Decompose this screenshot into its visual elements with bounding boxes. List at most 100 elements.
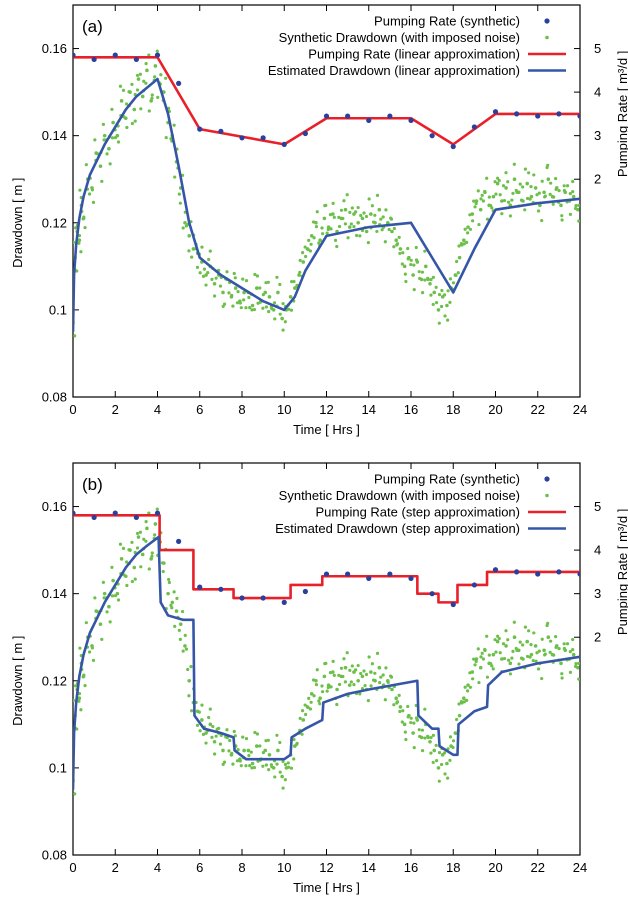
panel-b-drawdown-noise-point: [562, 642, 566, 646]
panel-b-drawdown-noise-point: [118, 542, 123, 546]
panel-b-drawdown-point: [166, 591, 170, 596]
panel-a-drawdown-noise-point: [213, 294, 217, 298]
panel-b-legend-label: Pumping Rate (step approximation): [316, 505, 521, 520]
panel-a-drawdown-noise-point: [281, 301, 285, 306]
panel-a-drawdown-noise-point: [381, 215, 385, 219]
panel-b-x-tick-label: 20: [488, 860, 502, 875]
panel-b-drawdown-noise-point: [465, 689, 470, 693]
panel-b-drawdown-noise-point: [362, 669, 366, 673]
panel-b-drawdown-noise-point: [228, 738, 232, 743]
panel-b-drawdown-noise-point: [439, 762, 444, 767]
panel-b-drawdown-noise-point: [508, 672, 513, 676]
panel-b-drawdown-noise-point: [261, 764, 265, 768]
panel-a-drawdown-point: [204, 273, 208, 277]
panel-a-x-tick-label: 0: [69, 402, 76, 417]
panel-b-drawdown-point: [402, 722, 407, 727]
panel-b-drawdown-noise-point: [135, 546, 140, 550]
panel-a-drawdown-point: [546, 177, 551, 182]
panel-a-series-line-2: [73, 77, 580, 332]
panel-b-drawdown-noise-point: [127, 548, 131, 552]
panel-a-drawdown-noise-point: [501, 184, 506, 188]
panel-b-drawdown-noise-point: [476, 647, 480, 651]
panel-a-drawdown-noise-point: [465, 240, 469, 244]
panel-b-drawdown-noise-point: [264, 763, 268, 767]
panel-a-drawdown-noise-point: [339, 208, 344, 212]
panel-b-drawdown-noise-point: [84, 621, 88, 625]
panel-a-drawdown-noise-point: [406, 257, 410, 261]
panel-a-drawdown-noise-point: [506, 180, 510, 184]
panel-a-drawdown-noise-point: [253, 272, 257, 277]
panel-a-drawdown-noise-point: [101, 122, 105, 126]
panel-b-x-tick-label: 22: [531, 860, 545, 875]
panel-a-drawdown-noise-point: [150, 96, 154, 100]
panel-a-drawdown-noise-point: [537, 191, 541, 195]
panel-b-drawdown-noise-point: [457, 702, 461, 706]
panel-b-drawdown-noise-point: [323, 662, 327, 666]
panel-b-drawdown-point: [445, 761, 449, 766]
panel-a-drawdown-noise-point: [362, 211, 366, 215]
panel-a-drawdown-noise-point: [366, 241, 370, 245]
panel-a-drawdown-noise-point: [258, 300, 262, 304]
panel-a-drawdown-noise-point: [204, 283, 208, 287]
panel-b-drawdown-noise-point: [345, 651, 349, 655]
panel-b-drawdown-noise-point: [207, 715, 211, 720]
panel-b-drawdown-noise-point: [295, 741, 299, 745]
panel-b-drawdown-noise-point: [527, 629, 531, 633]
panel-b-drawdown-point: [250, 761, 255, 766]
panel-b-drawdown-noise-point: [247, 753, 251, 758]
panel-a-drawdown-point: [398, 247, 403, 251]
panel-a-pumping-rate-point: [556, 111, 562, 117]
panel-b-drawdown-noise-point: [73, 792, 77, 796]
panel-a-drawdown-noise-point: [323, 204, 327, 208]
panel-a-drawdown-noise-point: [198, 271, 202, 275]
panel-b-drawdown-point: [533, 644, 538, 648]
panel-a-drawdown-noise-point: [150, 93, 154, 97]
panel-b-drawdown-noise-point: [315, 668, 319, 672]
panel-a-pumping-rate-point: [133, 56, 139, 63]
panel-a-drawdown-noise-point: [446, 318, 450, 322]
panel-b-drawdown-noise-point: [225, 728, 229, 732]
panel-b-drawdown-noise-point: [292, 737, 296, 742]
panel-b-drawdown-noise-point: [155, 507, 159, 511]
panel-a-y-left-tick-label: 0.12: [42, 215, 67, 230]
panel-b-drawdown-point: [546, 635, 551, 640]
panel-a-drawdown-noise-point: [414, 258, 419, 262]
panel-b-legend-label: Synthetic Drawdown (with imposed noise): [279, 488, 520, 503]
panel-a-drawdown-noise-point: [528, 197, 532, 201]
panel-a-drawdown-noise-point: [320, 226, 324, 230]
panel-a-x-tick-label: 16: [404, 402, 418, 417]
panel-b-y-right-tick-label: 4: [594, 543, 601, 558]
panel-a-drawdown-noise-point: [116, 140, 121, 144]
panel-b-drawdown-point: [576, 665, 580, 670]
panel-a-drawdown-noise-point: [275, 275, 279, 279]
panel-a-drawdown-noise-point: [434, 301, 439, 305]
panel-a-drawdown-noise-point: [218, 284, 223, 288]
panel-b-x-tick-label: 8: [238, 860, 245, 875]
panel-a-drawdown-noise-point: [387, 227, 391, 232]
panel-b-drawdown-point: [347, 683, 352, 687]
panel-a-drawdown-noise-point: [395, 243, 399, 247]
panel-b-drawdown-noise-point: [442, 751, 447, 755]
panel-a-drawdown-noise-point: [164, 135, 168, 140]
panel-b-drawdown-noise-point: [201, 732, 206, 737]
panel-a-pumping-rate-point: [260, 135, 266, 141]
panel-a-drawdown-noise-point: [113, 136, 118, 140]
panel-a-drawdown-noise-point: [79, 250, 83, 254]
panel-a-drawdown-noise-point: [409, 262, 413, 267]
panel-a-drawdown-noise-point: [562, 184, 566, 188]
panel-b-drawdown-noise-point: [434, 743, 438, 747]
panel-a-drawdown-noise-point: [352, 225, 356, 229]
panel-a-drawdown-point: [525, 181, 529, 186]
panel-a-drawdown-noise-point: [231, 304, 235, 308]
panel-b-drawdown-noise-point: [314, 682, 319, 687]
panel-a-drawdown-noise-point: [214, 276, 218, 280]
panel-a-drawdown-noise-point: [506, 200, 511, 204]
panel-b-drawdown-point: [478, 665, 483, 670]
panel-a-drawdown-noise-point: [138, 72, 142, 76]
panel-b-drawdown-noise-point: [266, 738, 270, 742]
panel-a-drawdown-noise-point: [187, 249, 191, 253]
panel-b-drawdown-noise-point: [195, 723, 200, 727]
panel-a-pumping-rate-point: [112, 52, 118, 58]
panel-b-drawdown-noise-point: [292, 757, 296, 761]
panel-b-drawdown-point: [318, 696, 322, 700]
